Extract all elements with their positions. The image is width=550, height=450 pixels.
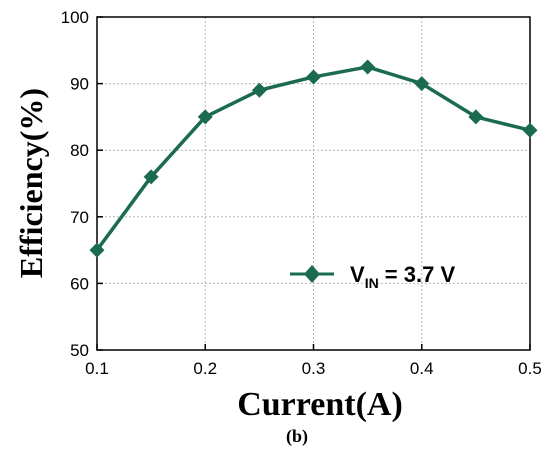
data-point-marker xyxy=(89,242,105,258)
data-point-marker xyxy=(306,69,321,85)
figure-label: (b) xyxy=(286,426,308,447)
y-tick-label: 50 xyxy=(70,341,89,360)
y-tick-label: 90 xyxy=(70,75,89,94)
axis-ticks: 0.1 0.2 0.3 0.4 0.5 50 60 70 80 90 100 xyxy=(61,8,542,378)
data-point-marker xyxy=(360,59,376,75)
data-point-marker xyxy=(522,122,538,138)
series-line xyxy=(89,59,538,258)
x-tick-label: 0.2 xyxy=(193,359,217,378)
y-axis-title: Efficiency(%) xyxy=(13,88,49,278)
data-point-marker xyxy=(251,82,267,98)
y-tick-label: 100 xyxy=(61,8,89,27)
data-point-marker xyxy=(414,76,430,92)
x-tick-label: 0.4 xyxy=(410,359,434,378)
x-tick-label: 0.1 xyxy=(85,359,109,378)
y-tick-label: 70 xyxy=(70,208,89,227)
x-tick-label: 0.5 xyxy=(518,359,542,378)
y-tick-label: 80 xyxy=(70,141,89,160)
legend: VIN = 3.7 V xyxy=(290,262,455,291)
grid xyxy=(97,17,530,350)
data-point-marker xyxy=(143,169,159,185)
data-point-marker xyxy=(468,109,484,125)
legend-label: VIN = 3.7 V xyxy=(350,262,455,291)
y-tick-label: 60 xyxy=(70,274,89,293)
legend-marker-icon xyxy=(304,265,320,283)
data-point-marker xyxy=(197,109,213,125)
x-axis-title: Current(A) xyxy=(237,386,403,423)
x-tick-label: 0.3 xyxy=(302,359,326,378)
